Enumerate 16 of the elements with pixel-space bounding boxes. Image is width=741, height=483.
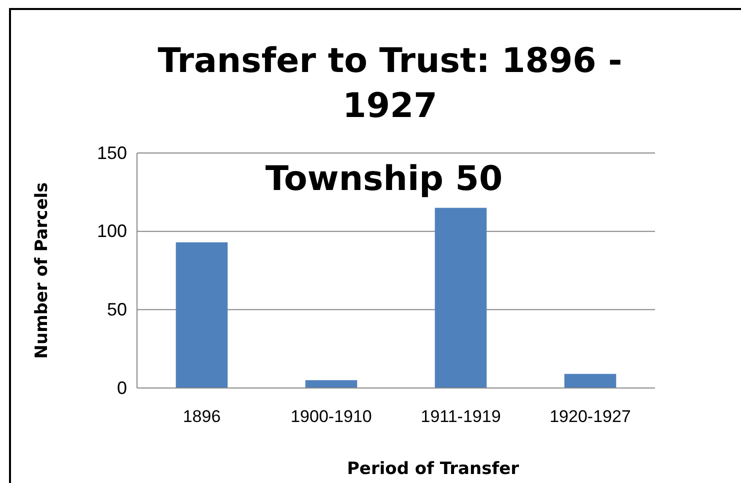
chart-title: Transfer to Trust: 1896 - 1927 <box>158 41 622 126</box>
bar <box>434 208 487 388</box>
y-tick-label: 100 <box>96 221 127 242</box>
bar <box>564 374 616 388</box>
x-tick-label: 1911-1919 <box>420 407 501 426</box>
x-tick-label: 1896 <box>182 407 221 426</box>
chart-subtitle: Township 50 <box>265 159 503 199</box>
x-tick-label: 1920-1927 <box>550 407 631 426</box>
x-tick-label: 1900-1910 <box>290 407 372 426</box>
bar <box>305 380 358 388</box>
y-tick-label: 0 <box>116 378 127 398</box>
bar <box>176 242 228 388</box>
x-axis-title: Period of Transfer <box>346 459 520 479</box>
y-tick-label: 150 <box>96 142 127 163</box>
y-tick-label: 50 <box>106 299 127 320</box>
y-axis-title: Number of Parcels <box>32 182 52 359</box>
